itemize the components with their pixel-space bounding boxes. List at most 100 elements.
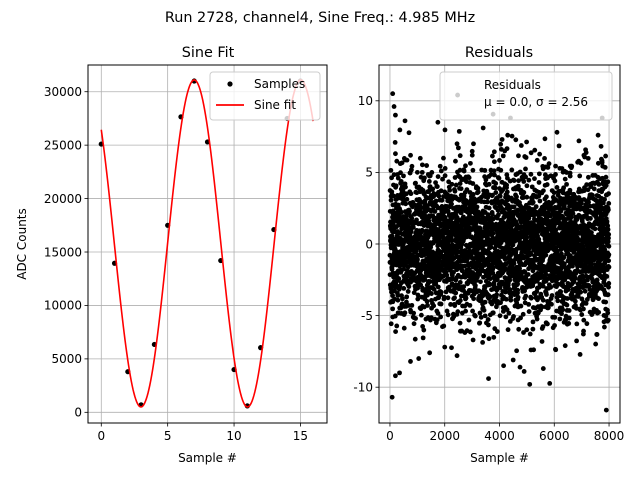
- residual-point: [589, 230, 594, 235]
- residuals-plot-area: [387, 91, 612, 413]
- residual-point: [422, 260, 427, 265]
- residual-point: [395, 297, 401, 303]
- residual-point: [453, 290, 459, 296]
- residual-point: [602, 247, 608, 253]
- residual-point: [534, 157, 540, 163]
- residual-point: [558, 289, 564, 295]
- residual-point: [410, 224, 416, 230]
- residual-point: [604, 219, 610, 225]
- residual-point: [392, 313, 398, 319]
- residual-point: [503, 296, 509, 302]
- residual-point: [603, 174, 609, 180]
- residual-point: [393, 183, 399, 189]
- residual-point: [566, 232, 571, 238]
- residual-point: [598, 143, 604, 149]
- residual-point: [461, 214, 466, 220]
- residual-point: [409, 216, 415, 221]
- residual-point: [393, 151, 398, 157]
- residual-outlier-point: [486, 376, 491, 382]
- residual-point: [490, 192, 495, 198]
- residual-point: [409, 163, 415, 169]
- residual-point: [486, 181, 492, 187]
- residuals-xlabel: Sample #: [470, 451, 529, 465]
- residual-point: [492, 172, 497, 178]
- residual-point: [442, 165, 448, 171]
- residual-point: [498, 167, 504, 173]
- residual-point: [522, 288, 528, 294]
- residual-point: [447, 187, 453, 193]
- residual-point: [540, 324, 546, 330]
- residual-point: [516, 178, 521, 184]
- residual-point: [392, 140, 398, 145]
- residual-point: [399, 209, 404, 215]
- residual-point: [403, 201, 409, 207]
- residual-point: [490, 231, 496, 236]
- residual-point: [510, 242, 516, 248]
- residual-point: [394, 158, 400, 164]
- residual-outlier-point: [517, 364, 523, 370]
- residual-point: [445, 312, 451, 318]
- residual-point: [554, 249, 560, 254]
- residual-point: [604, 274, 610, 279]
- residual-point: [524, 194, 530, 200]
- residual-point: [599, 205, 604, 211]
- residual-outlier-point: [528, 347, 534, 353]
- residual-point: [497, 193, 503, 199]
- residual-point: [431, 286, 437, 292]
- legend-samples-label: Samples: [254, 77, 305, 91]
- residual-point: [486, 205, 492, 211]
- residual-point: [481, 307, 487, 313]
- residual-point: [561, 255, 567, 260]
- residual-point: [409, 302, 415, 308]
- residual-point: [549, 293, 555, 298]
- residual-point: [589, 261, 594, 267]
- residual-point: [400, 296, 405, 302]
- residual-point: [588, 216, 593, 221]
- residual-point: [500, 153, 506, 159]
- residual-point: [457, 153, 463, 159]
- residual-point: [463, 163, 468, 169]
- residual-point: [504, 189, 510, 195]
- residual-point: [467, 302, 473, 308]
- residual-point: [457, 320, 463, 326]
- residual-point: [596, 309, 602, 315]
- residual-point: [520, 311, 526, 317]
- residual-point: [528, 150, 534, 156]
- residual-point: [605, 207, 611, 213]
- residual-point: [461, 284, 467, 289]
- residual-point: [440, 176, 445, 182]
- residual-point: [489, 211, 495, 217]
- residual-point: [580, 244, 586, 249]
- sine-fit-ytick-label: 5000: [51, 352, 82, 366]
- residual-point: [566, 321, 572, 326]
- residual-point: [481, 333, 487, 339]
- residual-point: [500, 309, 506, 314]
- residual-point: [539, 304, 545, 310]
- residual-point: [457, 279, 463, 285]
- residual-point: [444, 308, 450, 314]
- residual-outlier-point: [501, 363, 507, 369]
- residual-point: [398, 170, 403, 176]
- residual-point: [591, 186, 597, 192]
- residual-point: [449, 201, 454, 207]
- subplot-sine-fit: Sine Fit 0 5 10 15 0 5000 10000 15000 20000 25000…: [15, 45, 328, 465]
- residual-point: [399, 160, 405, 166]
- residual-point: [606, 281, 612, 286]
- residual-point: [554, 185, 560, 190]
- residual-point: [509, 167, 515, 173]
- residual-point: [491, 159, 497, 165]
- residual-point: [477, 271, 483, 277]
- residual-point: [415, 292, 421, 298]
- residual-point: [569, 163, 575, 169]
- residual-point: [530, 319, 536, 325]
- residual-point: [505, 327, 511, 333]
- residual-point: [530, 199, 536, 205]
- residual-point: [605, 179, 611, 185]
- residual-point: [602, 164, 608, 170]
- residual-point: [582, 154, 588, 160]
- residual-point: [457, 167, 463, 173]
- residual-point: [572, 298, 578, 304]
- sine-fit-ytick-label: 10000: [44, 299, 82, 313]
- residual-point: [523, 293, 529, 299]
- residual-point: [606, 235, 611, 241]
